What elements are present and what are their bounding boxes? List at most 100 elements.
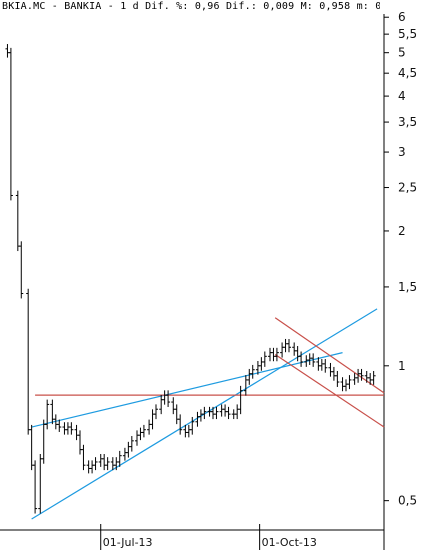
price-bar: [26, 288, 31, 435]
y-tick-label: 0,5: [398, 494, 417, 508]
price-bar: [62, 422, 67, 435]
price-bar: [45, 399, 50, 430]
plot-frame: [0, 14, 385, 550]
price-bar: [311, 353, 316, 367]
price-bar: [29, 424, 34, 471]
price-bar: [226, 406, 231, 420]
price-bar: [122, 447, 127, 461]
price-bar: [154, 404, 158, 420]
price-bar: [162, 390, 167, 405]
price-bar: [74, 424, 79, 441]
trendline: [274, 317, 385, 394]
price-bar: [262, 351, 267, 367]
price-bar: [159, 394, 164, 415]
price-bar: [211, 406, 215, 420]
price-bar: [243, 375, 248, 396]
price-bar: [138, 427, 143, 441]
price-bar: [295, 346, 300, 362]
price-bar: [283, 338, 288, 353]
price-bar: [335, 370, 340, 387]
y-tick-label: 4: [398, 89, 406, 103]
price-bar: [178, 414, 183, 435]
price-bar: [340, 377, 345, 392]
price-bar: [323, 359, 328, 373]
price-bar: [259, 357, 264, 371]
price-bar: [207, 406, 212, 417]
trendline: [31, 352, 343, 428]
price-bar: [347, 375, 352, 390]
price-bar: [50, 399, 55, 425]
price-bar: [331, 366, 336, 381]
y-tick-label: 4,5: [398, 66, 417, 80]
price-bar: [186, 424, 191, 438]
price-bar: [102, 454, 107, 471]
y-tick-label: 5,5: [398, 27, 417, 41]
price-bar: [364, 370, 369, 383]
y-tick-label: 3,5: [398, 115, 417, 129]
price-bar: [171, 397, 176, 415]
price-bar: [41, 419, 46, 464]
price-bar: [105, 457, 110, 471]
price-bar: [250, 364, 255, 379]
price-bar: [287, 338, 291, 353]
price-bar: [166, 390, 171, 407]
price-bar: [359, 368, 364, 381]
price-bar: [150, 409, 155, 430]
trendlines: [31, 308, 385, 520]
price-bar: [135, 430, 139, 446]
y-tick-label: 2,5: [398, 181, 417, 195]
price-bar: [117, 450, 122, 467]
chart-title: BKIA.MC - BANKIA - 1 d Dif. %: 0,96 Dif.…: [2, 0, 380, 13]
y-tick-label: 1,5: [398, 280, 417, 294]
price-bar: [202, 406, 207, 420]
y-tick-label: 2: [398, 224, 406, 238]
price-bar: [238, 385, 243, 415]
price-bar: [319, 359, 324, 371]
price-bar: [15, 190, 20, 252]
price-bar: [69, 422, 74, 435]
trendline: [274, 353, 385, 428]
price-bar: [280, 342, 285, 358]
y-tick-label: 3: [398, 145, 406, 159]
price-bar: [141, 424, 146, 438]
price-bar: [328, 362, 333, 377]
y-tick-label: 1: [398, 359, 406, 373]
price-bar: [81, 444, 86, 471]
price-bar: [78, 430, 82, 455]
price-bar: [307, 353, 312, 365]
y-tick-label: 5: [398, 46, 406, 60]
price-bar: [352, 373, 357, 385]
price-bar: [292, 342, 297, 356]
x-tick-label: 01-Oct-13: [262, 536, 317, 549]
x-tick-label: 01-Jul-13: [103, 536, 153, 549]
y-tick-label: 6: [398, 10, 406, 24]
price-bar: [5, 44, 10, 58]
price-bar: [247, 368, 252, 385]
price-bar: [274, 347, 279, 362]
x-axis: 01-Jul-13 01-Oct-13: [100, 524, 317, 550]
price-bar: [129, 436, 134, 452]
price-bar: [8, 47, 13, 201]
price-bar: [231, 409, 236, 420]
price-bar: [38, 454, 43, 514]
price-bar: [57, 419, 62, 432]
price-bar: [344, 379, 348, 392]
price-bar: [98, 454, 103, 467]
price-bar: [299, 351, 304, 367]
price-bar: [90, 460, 95, 474]
price-bar: [223, 404, 228, 417]
price-bar: [147, 419, 152, 435]
price-bar: [214, 406, 219, 420]
price-bar: [268, 347, 272, 362]
price-bar: [190, 416, 195, 435]
price-bar: [65, 422, 70, 435]
price-bar: [174, 404, 179, 425]
price-bar: [33, 460, 38, 514]
price-bars: [5, 44, 376, 514]
price-bar: [126, 441, 131, 458]
y-axis: 6 5,5 5 4,5 4 3,5 3 2,5 2 1,5 1 0,5: [384, 10, 417, 508]
price-bar: [219, 404, 224, 417]
price-bar: [271, 347, 276, 362]
